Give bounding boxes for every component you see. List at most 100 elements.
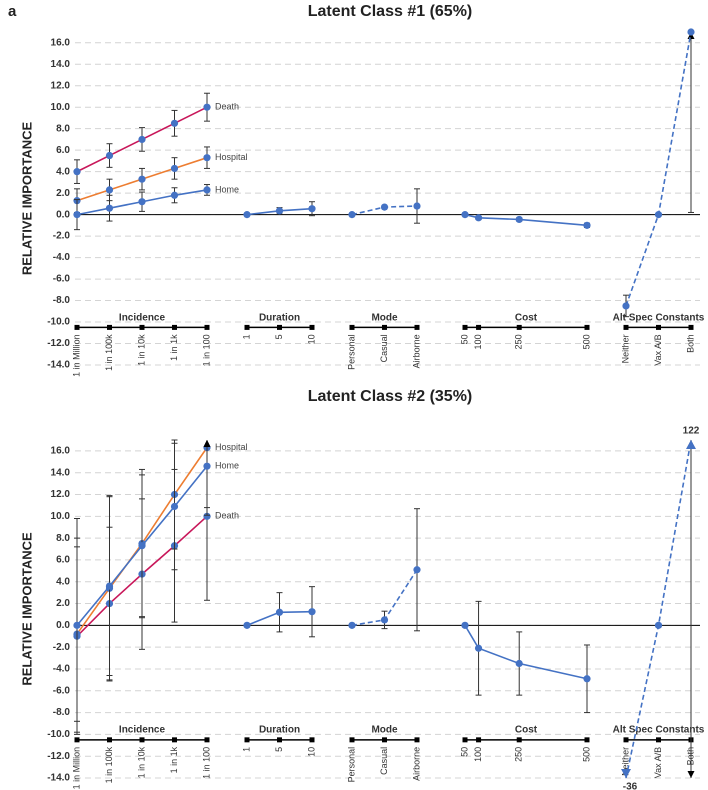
level-label: 500 [581, 747, 591, 762]
series-label: Home [215, 184, 239, 194]
level-label: 100 [473, 334, 483, 349]
y-tick-label: -2.0 [53, 231, 71, 242]
y-tick-label: 16.0 [51, 446, 71, 457]
marker [515, 215, 523, 224]
marker [203, 103, 211, 111]
marker [170, 119, 179, 127]
group-label: Incidence [119, 312, 166, 323]
level-label: 1 in 10k [136, 334, 146, 366]
y-tick-label: -10.0 [47, 729, 70, 740]
level-label: 1 in 100k [104, 746, 114, 783]
level-tick [277, 324, 282, 330]
marker [275, 207, 284, 215]
marker [654, 621, 663, 629]
y-tick-label: 14.0 [51, 467, 71, 478]
level-tick [204, 324, 210, 330]
y-tick-label: 4.0 [56, 576, 70, 587]
marker [654, 211, 663, 219]
level-label: 10 [306, 747, 316, 757]
marker [583, 221, 591, 229]
level-tick [656, 737, 661, 743]
level-label: Personal [346, 334, 356, 370]
marker [105, 186, 114, 194]
y-tick-label: -6.0 [53, 274, 71, 285]
level-label: 1 in 100 [201, 747, 211, 779]
y-tick-label: 2.0 [56, 598, 70, 609]
marker [105, 204, 114, 212]
level-tick [584, 737, 590, 743]
level-tick [414, 737, 420, 743]
level-label: Personal [346, 747, 356, 783]
marker [348, 621, 356, 629]
level-label: 1 in 100 [201, 334, 211, 366]
marker [474, 214, 483, 222]
level-tick [656, 324, 661, 330]
level-tick [516, 737, 522, 743]
level-tick [349, 737, 355, 743]
level-label: 250 [514, 747, 524, 762]
level-label: 1 in Million [71, 747, 81, 790]
level-label: 500 [581, 334, 591, 349]
level-label: Casual [379, 747, 389, 775]
marker [583, 675, 591, 683]
level-label: Both [685, 747, 695, 766]
marker [687, 28, 695, 36]
marker [461, 211, 469, 219]
level-label: 50 [459, 334, 469, 344]
level-tick [107, 324, 112, 330]
panel-label: a [8, 3, 17, 20]
level-tick [204, 737, 210, 743]
level-label: Vax A/B [653, 747, 663, 778]
series-label: Death [215, 511, 239, 521]
marker [73, 168, 81, 176]
chart-title: Latent Class #2 (35%) [308, 388, 473, 405]
level-label: Vax A/B [653, 334, 663, 365]
level-label: 100 [473, 747, 483, 762]
level-label: Neither [620, 334, 630, 363]
level-label: 1 [241, 334, 251, 339]
level-label: Airborne [411, 334, 421, 368]
level-label: 250 [514, 334, 524, 349]
level-label: Airborne [411, 747, 421, 781]
marker [308, 205, 316, 213]
y-axis-label: RELATIVE IMPORTANCE [19, 121, 34, 275]
y-tick-label: 16.0 [51, 37, 71, 48]
error-arrow [687, 771, 695, 778]
marker [138, 175, 146, 183]
y-tick-label: -8.0 [53, 707, 71, 718]
level-label: Casual [379, 334, 389, 362]
group-label: Cost [515, 312, 538, 323]
marker [73, 211, 81, 219]
level-tick [349, 324, 355, 330]
marker [203, 186, 211, 194]
chart-title: Latent Class #1 (65%) [308, 3, 473, 20]
series-line [464, 624, 588, 680]
series-label: Death [215, 102, 239, 112]
y-tick-label: -14.0 [47, 773, 70, 784]
marker [380, 203, 389, 211]
y-axis-label: RELATIVE IMPORTANCE [19, 532, 34, 686]
level-tick [244, 737, 250, 743]
level-label: 1 in 100k [104, 334, 114, 371]
value-label: 122 [683, 426, 700, 437]
marker [203, 512, 211, 520]
series-line [625, 31, 692, 307]
y-tick-label: 8.0 [56, 123, 70, 134]
level-tick [623, 737, 629, 743]
group-label: Duration [259, 725, 300, 736]
y-tick-label: 10.0 [51, 102, 71, 113]
level-tick [74, 324, 80, 330]
marker [243, 211, 251, 219]
level-tick [277, 737, 282, 743]
level-tick [476, 324, 482, 330]
group-label: Alt Spec Constants [613, 725, 705, 736]
marker [380, 616, 389, 624]
marker [170, 164, 179, 173]
error-arrow [203, 440, 211, 447]
level-tick [462, 737, 468, 743]
level-tick [172, 324, 177, 330]
series-label: Hospital [215, 442, 248, 452]
y-tick-label: 10.0 [51, 511, 71, 522]
level-tick [382, 324, 387, 330]
level-label: 5 [274, 334, 284, 339]
